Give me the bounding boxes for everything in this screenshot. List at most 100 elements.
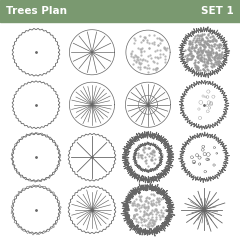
Point (196, 60, 200, 64)
Point (214, 39, 217, 43)
Point (215, 51, 218, 55)
Point (143, 146, 147, 150)
Point (211, 39, 215, 43)
Point (197, 38, 201, 42)
Point (192, 36, 196, 40)
Point (198, 68, 202, 72)
Point (134, 54, 138, 58)
Point (219, 52, 223, 56)
Point (200, 32, 204, 36)
Point (198, 46, 201, 50)
Point (144, 198, 148, 202)
Point (189, 54, 193, 58)
Point (196, 49, 200, 53)
Point (142, 205, 146, 209)
Point (194, 65, 198, 69)
Point (206, 53, 210, 57)
Point (210, 39, 214, 43)
Point (202, 56, 206, 60)
Point (138, 65, 142, 69)
Point (186, 48, 190, 51)
Point (207, 56, 210, 60)
Point (151, 221, 155, 225)
Point (143, 206, 147, 210)
Point (136, 58, 140, 62)
Point (130, 49, 134, 53)
Point (187, 57, 191, 61)
Point (155, 198, 159, 201)
Point (156, 56, 160, 60)
Point (203, 40, 206, 43)
Point (155, 210, 159, 214)
Point (214, 62, 218, 66)
Point (163, 57, 167, 61)
Point (129, 54, 132, 58)
Point (191, 47, 194, 50)
Point (214, 50, 218, 54)
Point (196, 60, 200, 64)
Point (200, 37, 204, 41)
Point (202, 60, 206, 63)
Point (132, 214, 136, 218)
Point (142, 65, 146, 68)
Point (187, 47, 191, 51)
Point (202, 48, 205, 52)
Point (157, 213, 161, 217)
Point (139, 49, 143, 53)
Point (201, 50, 204, 54)
Point (150, 224, 154, 228)
Point (148, 151, 152, 155)
Point (141, 57, 145, 60)
Point (210, 48, 214, 52)
Point (156, 210, 160, 214)
Point (138, 209, 142, 213)
Point (158, 215, 162, 219)
Point (195, 68, 199, 72)
Point (133, 53, 137, 56)
Point (146, 165, 150, 168)
Point (130, 52, 133, 56)
Point (165, 46, 169, 50)
Point (143, 36, 147, 40)
Point (141, 156, 144, 160)
Point (139, 220, 143, 224)
Point (152, 193, 156, 197)
Point (217, 43, 221, 47)
Point (200, 59, 204, 63)
Point (136, 46, 139, 49)
Point (205, 50, 209, 54)
Point (207, 57, 211, 61)
Point (138, 57, 142, 60)
Point (156, 43, 160, 47)
Point (203, 49, 207, 53)
Point (188, 42, 192, 46)
Point (146, 204, 150, 208)
Point (154, 203, 158, 207)
Point (148, 66, 151, 70)
Point (152, 42, 156, 46)
Point (189, 57, 192, 61)
Point (187, 48, 191, 52)
Point (200, 33, 204, 37)
Point (216, 61, 220, 65)
Point (151, 223, 155, 227)
Point (214, 53, 217, 57)
Point (161, 213, 164, 217)
Point (161, 52, 165, 56)
Point (142, 219, 146, 223)
Point (185, 53, 189, 57)
Point (200, 55, 204, 59)
Point (192, 61, 196, 65)
Point (185, 56, 188, 60)
Point (151, 59, 155, 63)
Point (196, 55, 199, 59)
Point (155, 208, 158, 211)
Point (146, 207, 150, 210)
Point (154, 157, 157, 161)
Point (132, 201, 136, 205)
Point (154, 217, 158, 221)
Point (206, 53, 210, 56)
Point (157, 202, 161, 206)
Point (200, 37, 204, 41)
Point (213, 60, 217, 63)
